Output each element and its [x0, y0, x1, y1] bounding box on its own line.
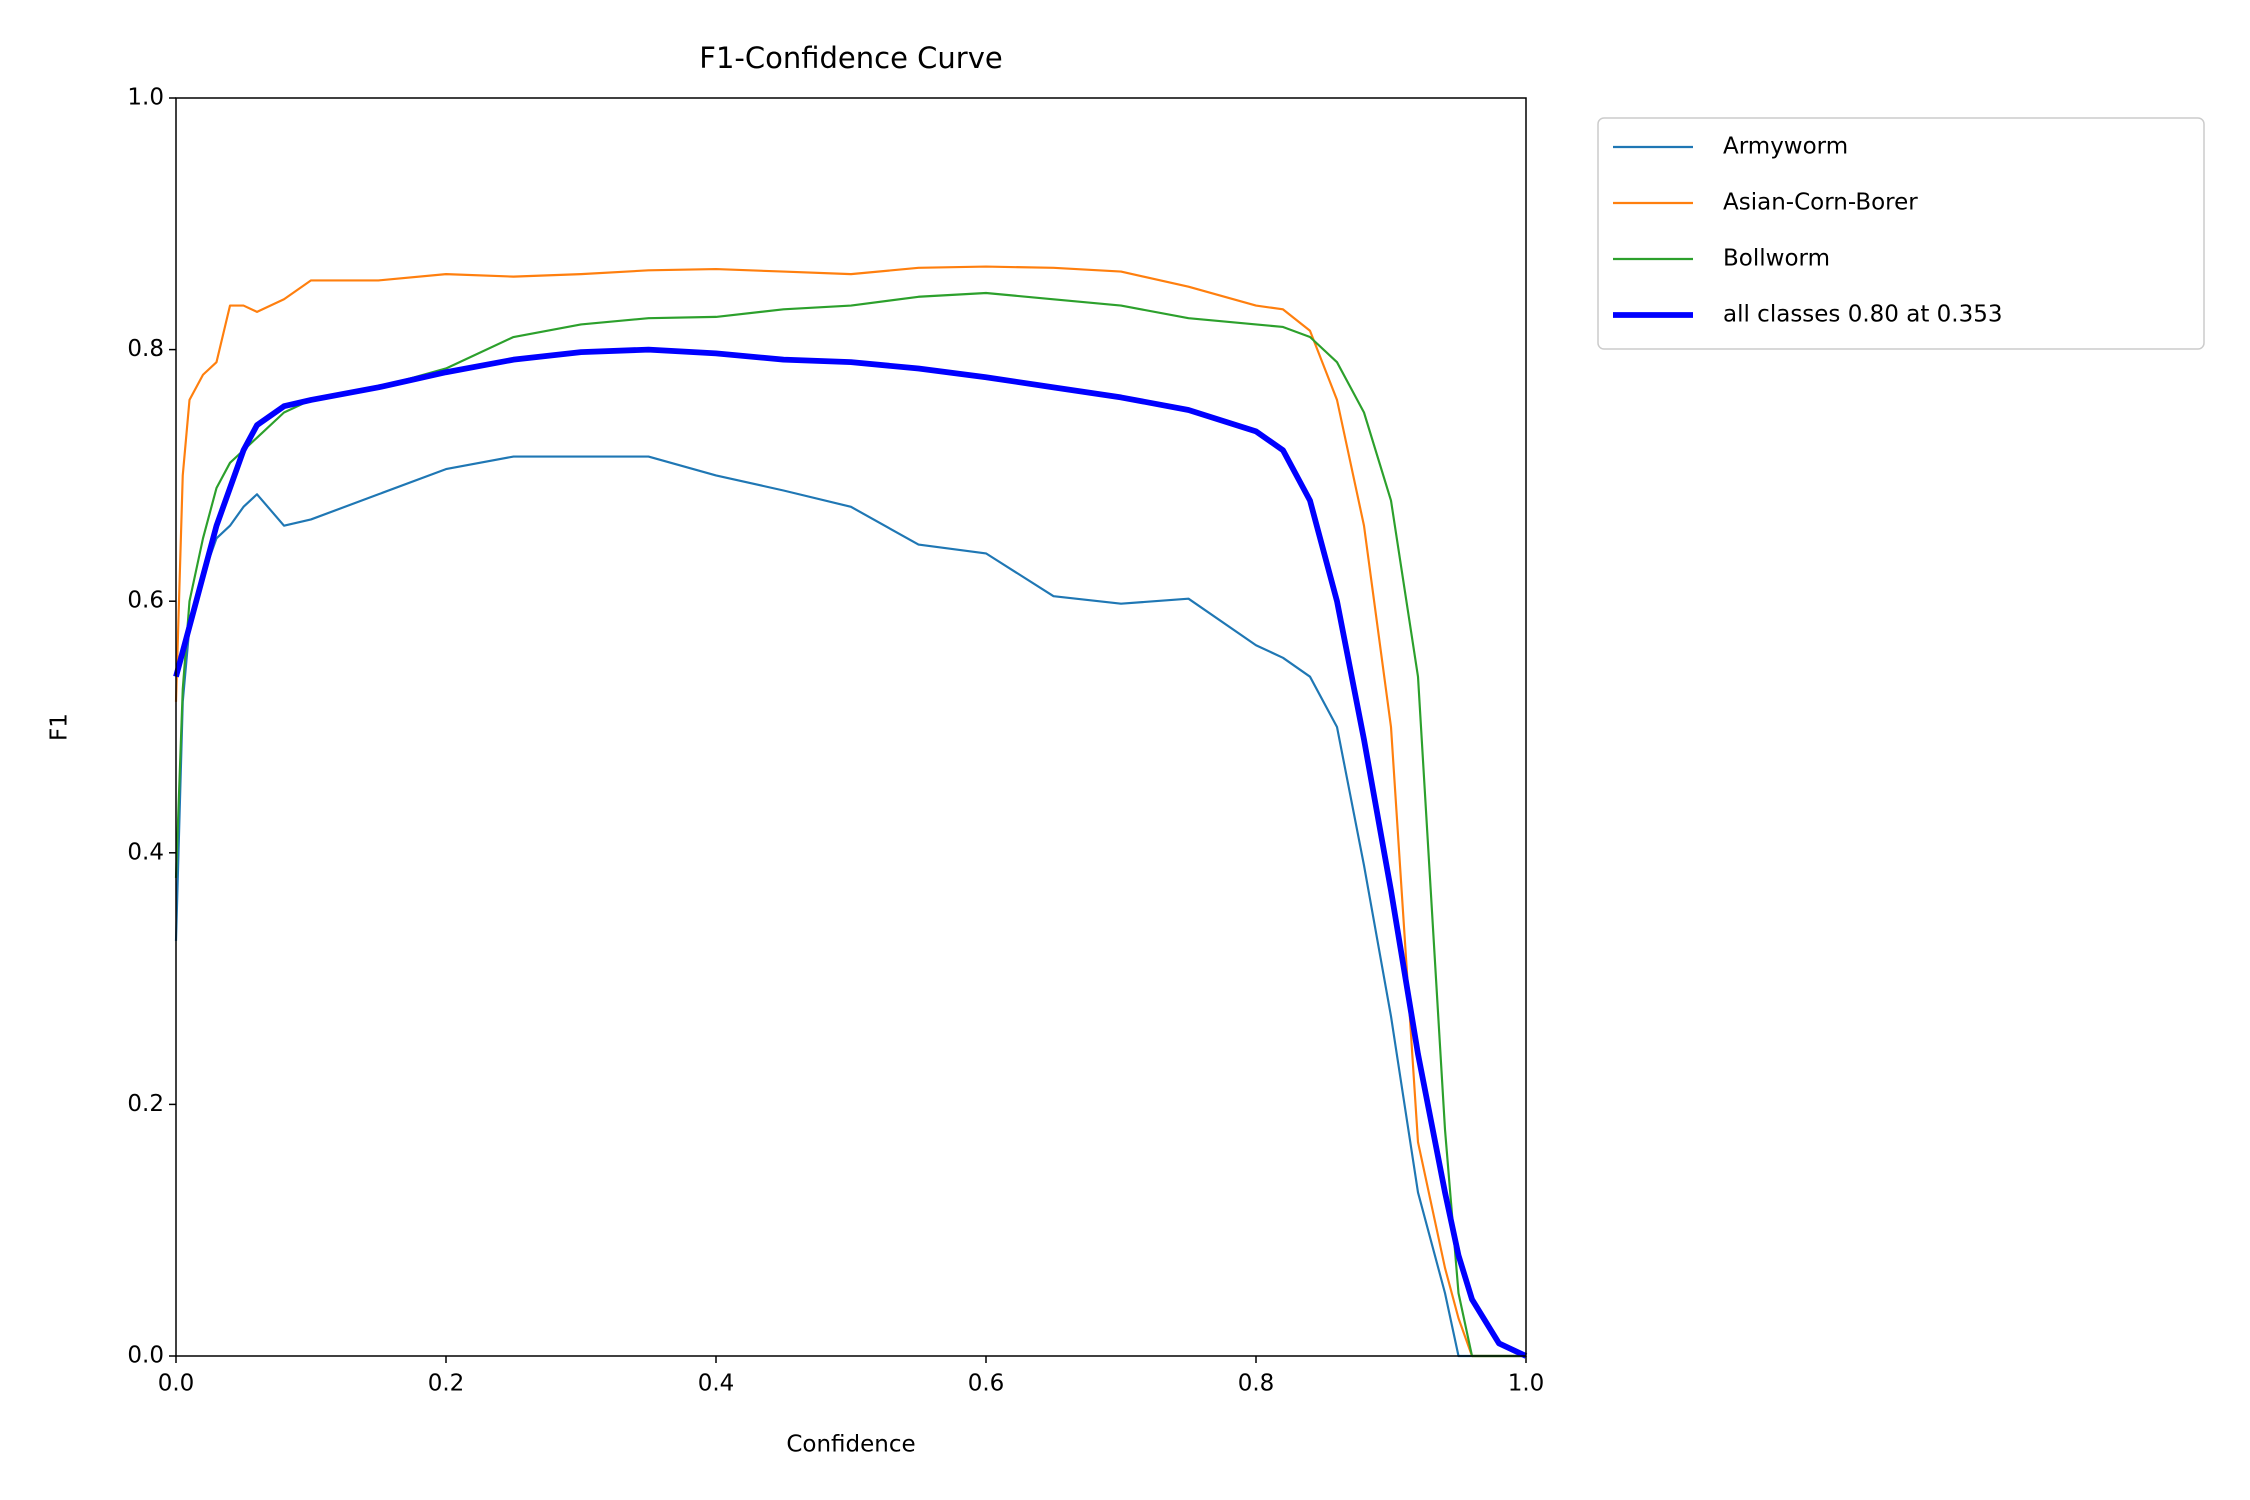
- y-tick-label: 0.6: [127, 588, 164, 614]
- series-line: [174, 291, 1526, 1358]
- series-line: [174, 455, 1526, 1358]
- y-tick-label: 0.4: [127, 839, 164, 865]
- y-tick-label: 1.0: [127, 85, 164, 111]
- plot-area: [173, 265, 1528, 1359]
- axes-frame: [175, 97, 1527, 1357]
- y-axis-label: F1: [47, 713, 73, 741]
- legend-label: Asian-Corn-Borer: [1723, 190, 1918, 216]
- x-tick-label: 1.0: [1508, 1371, 1545, 1397]
- x-axis-label: Confidence: [786, 1432, 915, 1458]
- series-line: [174, 265, 1526, 1358]
- x-tick-label: 0.0: [158, 1371, 195, 1397]
- y-tick-label: 0.2: [127, 1091, 164, 1117]
- legend: [1597, 117, 2205, 350]
- legend-label: all classes 0.80 at 0.353: [1723, 302, 2003, 328]
- x-tick-label: 0.2: [428, 1371, 465, 1397]
- series-line: [173, 346, 1528, 1359]
- legend-label: Armyworm: [1723, 134, 1848, 160]
- y-tick-label: 0.0: [127, 1343, 164, 1369]
- chart-title: F1-Confidence Curve: [699, 41, 1002, 75]
- y-tick-label: 0.8: [127, 336, 164, 362]
- x-tick-label: 0.6: [968, 1371, 1005, 1397]
- legend-label: Bollworm: [1723, 246, 1830, 272]
- x-tick-label: 0.8: [1238, 1371, 1275, 1397]
- x-tick-label: 0.4: [698, 1371, 735, 1397]
